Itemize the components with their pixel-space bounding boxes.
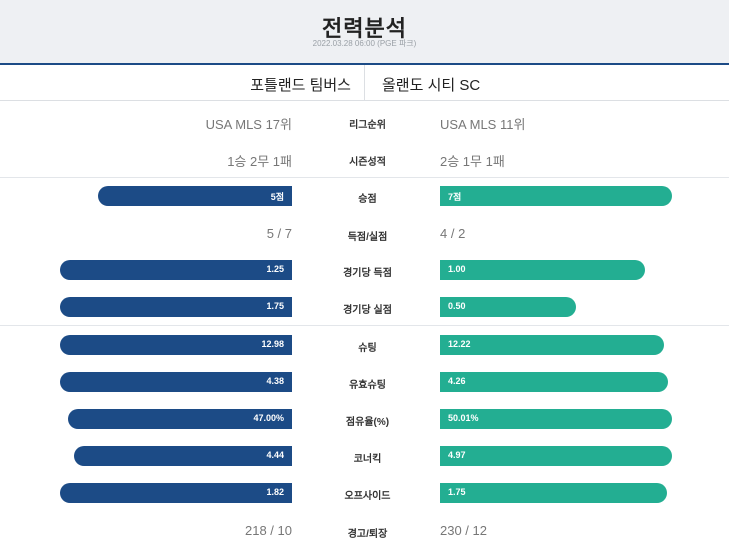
row-corners: 4.44 코너킥 4.97 [0, 439, 729, 473]
home-possession-bar: 47.00% [68, 409, 292, 429]
row-league-rank: USA MLS 17위 리그순위 USA MLS 11위 [0, 105, 729, 139]
home-offsides-bar: 1.82 [60, 483, 292, 503]
row-points: 5점 승점 7점 [0, 179, 729, 213]
row-goals: 5 / 7 득점/실점 4 / 2 [0, 217, 729, 251]
section-divider [0, 177, 729, 178]
label-shots: 슈팅 [358, 343, 377, 354]
away-cards: 230 / 12 [440, 523, 487, 538]
row-season-record: 1승 2무 1패 시즌성적 2승 1무 1패 [0, 142, 729, 176]
label-points: 승점 [358, 194, 377, 205]
away-points-value: 7점 [448, 192, 462, 202]
home-shots-value: 12.98 [261, 339, 284, 349]
row-cards: 218 / 10 경고/퇴장 230 / 12 [0, 514, 729, 548]
row-shots-on-target: 4.38 유효슈팅 4.26 [0, 365, 729, 399]
label-season-record: 시즌성적 [349, 157, 386, 168]
home-points-bar: 5점 [98, 186, 292, 206]
away-possession-value: 50.01% [448, 413, 479, 423]
home-goals-per-game-bar: 1.25 [60, 260, 292, 280]
away-conceded-per-game-value: 0.50 [448, 301, 466, 311]
label-possession: 점유율(%) [345, 417, 390, 428]
away-shots-value: 12.22 [448, 339, 471, 349]
away-corners-value: 4.97 [448, 450, 466, 460]
away-goals-per-game-bar: 1.00 [440, 260, 645, 280]
home-goals-per-game-value: 1.25 [266, 264, 284, 274]
teams-divider [364, 65, 365, 101]
home-season-record: 1승 2무 1패 [227, 154, 292, 169]
home-shots-on-target-bar: 4.38 [60, 372, 292, 392]
page-title: 전력분석 [322, 16, 407, 41]
away-goals-per-game-value: 1.00 [448, 264, 466, 274]
label-goals: 득점/실점 [347, 232, 388, 243]
home-corners-bar: 4.44 [74, 446, 292, 466]
away-shots-bar: 12.22 [440, 335, 664, 355]
label-offsides: 오프사이드 [344, 491, 391, 502]
row-conceded-per-game: 1.75 경기당 실점 0.50 [0, 290, 729, 324]
home-conceded-per-game-value: 1.75 [266, 301, 284, 311]
away-corners-bar: 4.97 [440, 446, 672, 466]
label-shots-on-target: 유효슈팅 [349, 380, 386, 391]
away-league-rank: USA MLS 11위 [440, 117, 526, 132]
header: 전력분석 2022.03.28 06:00 (PGE 파크) [0, 0, 729, 63]
home-goals: 5 / 7 [266, 226, 292, 241]
away-offsides-value: 1.75 [448, 487, 466, 497]
away-offsides-bar: 1.75 [440, 483, 667, 503]
section-divider [0, 325, 729, 326]
home-shots-bar: 12.98 [60, 335, 292, 355]
home-offsides-value: 1.82 [266, 487, 284, 497]
away-shots-on-target-value: 4.26 [448, 376, 466, 386]
home-possession-value: 47.00% [253, 413, 284, 423]
row-goals-per-game: 1.25 경기당 득점 1.00 [0, 253, 729, 287]
match-date-venue: 2022.03.28 06:00 (PGE 파크) [312, 39, 417, 48]
label-league-rank: 리그순위 [349, 120, 386, 131]
row-possession: 47.00% 점유율(%) 50.01% [0, 402, 729, 436]
home-conceded-per-game-bar: 1.75 [60, 297, 292, 317]
away-conceded-per-game-bar: 0.50 [440, 297, 576, 317]
home-team-name[interactable]: 포틀랜드 팀버스 [250, 77, 351, 94]
label-corners: 코너킥 [353, 454, 382, 465]
label-conceded-per-game: 경기당 실점 [343, 305, 392, 316]
away-possession-bar: 50.01% [440, 409, 672, 429]
home-shots-on-target-value: 4.38 [266, 376, 284, 386]
away-points-bar: 7점 [440, 186, 672, 206]
home-points-value: 5점 [270, 192, 284, 202]
row-offsides: 1.82 오프사이드 1.75 [0, 476, 729, 510]
label-goals-per-game: 경기당 득점 [343, 268, 392, 279]
away-season-record: 2승 1무 1패 [440, 154, 505, 169]
away-team-name[interactable]: 올랜도 시티 SC [382, 77, 481, 94]
away-goals: 4 / 2 [440, 226, 466, 241]
home-corners-value: 4.44 [266, 450, 284, 460]
row-shots: 12.98 슈팅 12.22 [0, 328, 729, 362]
teams-bar: 포틀랜드 팀버스 올랜도 시티 SC [0, 63, 729, 101]
home-league-rank: USA MLS 17위 [205, 117, 292, 132]
away-shots-on-target-bar: 4.26 [440, 372, 668, 392]
label-cards: 경고/퇴장 [347, 529, 388, 540]
home-cards: 218 / 10 [245, 523, 292, 538]
